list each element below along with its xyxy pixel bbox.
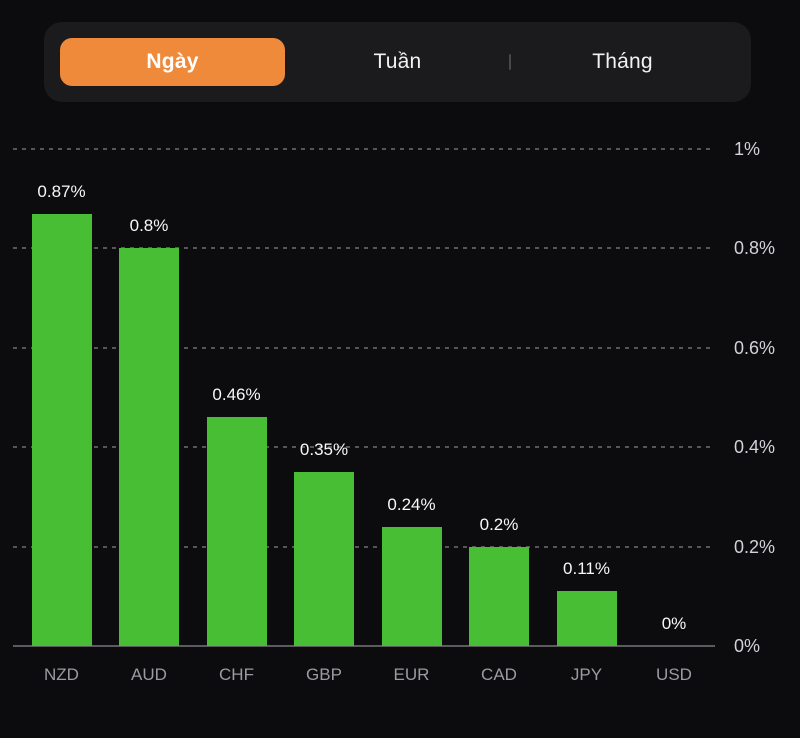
bar-chf — [206, 417, 267, 646]
y-axis-tick-label: 0% — [734, 636, 761, 656]
x-axis-category-label: JPY — [570, 665, 603, 684]
bar-value-label: 0.24% — [387, 494, 436, 514]
gridline — [13, 247, 715, 250]
gridline — [13, 545, 715, 548]
x-axis-category-label: AUD — [131, 665, 167, 684]
bar-gbp — [294, 472, 354, 646]
y-axis-tick-label: 0.2% — [734, 536, 776, 557]
x-axis-category-label: GBP — [306, 665, 342, 684]
bar-cad — [469, 546, 529, 646]
bar-value-label: 0% — [661, 614, 687, 633]
y-axis-tick-label: 0.6% — [734, 337, 776, 358]
bar-value-label: 0.87% — [37, 181, 86, 201]
x-axis-category-label: CAD — [481, 665, 517, 684]
tab-week[interactable]: Tuần — [285, 38, 510, 86]
bar-value-label: 0.2% — [479, 514, 519, 534]
x-axis-baseline — [13, 645, 715, 647]
gridline — [13, 446, 715, 449]
period-tab-bar: Ngày Tuần Tháng — [44, 22, 751, 102]
bar-value-label: 0.46% — [212, 385, 261, 405]
bar-value-label: 0.8% — [129, 216, 169, 236]
x-axis-category-label: USD — [656, 665, 692, 684]
bar-value-label: 0.11% — [563, 559, 610, 579]
y-axis-tick-label: 0.8% — [734, 238, 776, 259]
bar-eur — [381, 526, 442, 646]
gridline — [13, 148, 715, 150]
bar-nzd — [31, 213, 92, 646]
y-axis-tick-label: 1% — [734, 139, 761, 159]
tab-divider — [509, 54, 511, 70]
gridline — [13, 346, 715, 349]
x-axis-category-label: EUR — [393, 665, 430, 684]
bar-value-label: 0.35% — [299, 440, 349, 460]
y-axis-tick-label: 0.4% — [734, 437, 776, 458]
tab-day[interactable]: Ngày — [60, 38, 285, 86]
bar-jpy — [556, 591, 617, 646]
tab-month[interactable]: Tháng — [510, 38, 735, 86]
x-axis-category-label: NZD — [44, 665, 79, 684]
x-axis-category-label: CHF — [219, 665, 254, 684]
bar-aud — [119, 248, 179, 646]
